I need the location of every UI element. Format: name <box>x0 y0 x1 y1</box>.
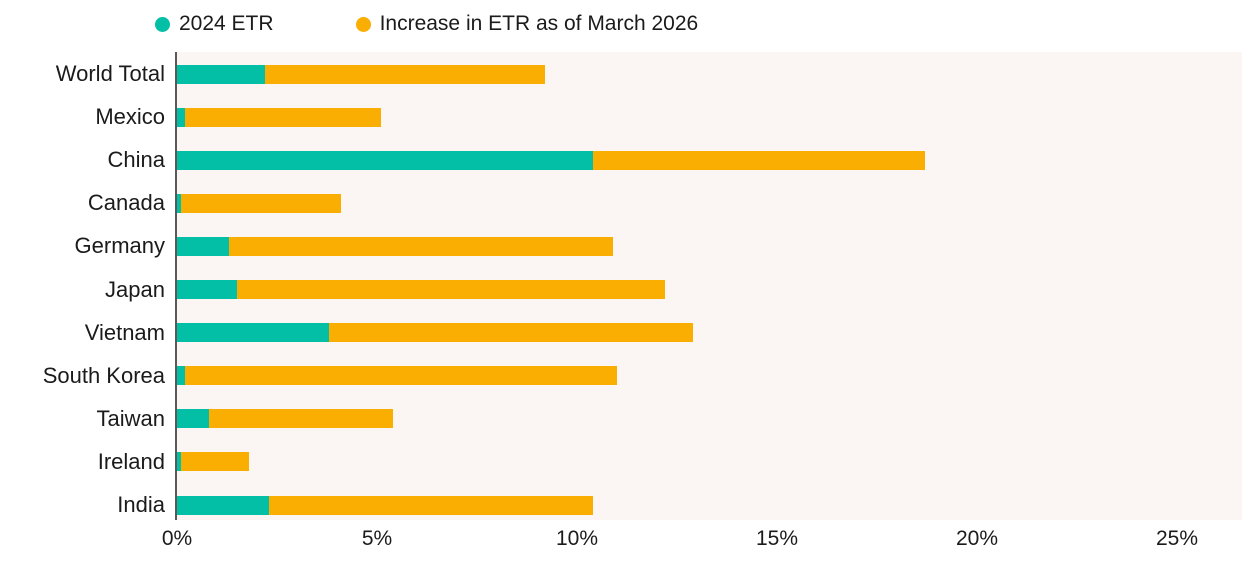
bar-segment <box>177 193 181 213</box>
bar-row <box>177 280 665 299</box>
x-axis: 0% 5% 10% 15% 20% 25% <box>162 524 1222 558</box>
bar-segment <box>181 452 249 472</box>
x-tick-label: 25% <box>1155 527 1199 550</box>
category-label: World Total <box>55 61 165 86</box>
x-tick-label: 10% <box>555 527 599 550</box>
bar-segment <box>177 107 185 127</box>
category-label: Mexico <box>95 104 165 130</box>
bar-row <box>177 107 381 127</box>
bar-segment <box>177 409 209 429</box>
bar-row <box>177 236 613 256</box>
bar-segment <box>265 64 545 84</box>
x-tick-label: 20% <box>955 527 999 550</box>
bar-row <box>177 495 593 515</box>
bar-row <box>177 452 249 472</box>
bar-row <box>177 323 693 343</box>
chart-legend: 2024 ETR Increase in ETR as of March 202… <box>155 9 698 39</box>
category-label: India <box>117 492 165 517</box>
x-tick-label: 15% <box>755 527 799 550</box>
bar-row <box>177 150 925 170</box>
category-label: Japan <box>105 276 165 302</box>
bar-segment <box>593 150 925 170</box>
bar-segment <box>237 280 665 299</box>
category-axis: World Total Mexico China Canada Germany Japan… <box>0 52 175 520</box>
bar-segment <box>229 236 613 256</box>
x-tick-label: 0% <box>161 527 193 550</box>
category-label: Vietnam <box>84 319 165 345</box>
legend-swatch-teal-icon <box>155 16 170 32</box>
bar-segment <box>209 409 393 429</box>
bar-segment <box>329 323 693 343</box>
bar-segment <box>181 193 341 213</box>
bar-segment <box>185 366 617 386</box>
bar-chart: World Total Mexico China Canada Germany Japan… <box>0 52 1242 520</box>
bar-segment <box>177 150 593 170</box>
bar-row <box>177 193 341 213</box>
bar-row <box>177 64 545 84</box>
category-label: Canada <box>87 190 165 216</box>
plot-area <box>175 52 1242 520</box>
category-label: Germany <box>74 233 165 259</box>
bar-segment <box>177 452 181 472</box>
bar-segment <box>177 366 185 386</box>
legend-item-increase-etr: Increase in ETR as of March 2026 <box>355 11 699 37</box>
category-label: China <box>107 147 165 173</box>
bar-segment <box>177 280 237 299</box>
bar-segment <box>177 236 229 256</box>
legend-label-increase-etr: Increase in ETR as of March 2026 <box>379 12 699 35</box>
category-label: South Korea <box>42 362 165 388</box>
bar-segment <box>177 64 265 84</box>
bar-segment <box>269 495 593 515</box>
category-label: Ireland <box>97 448 165 474</box>
bar-row <box>177 366 617 386</box>
bar-row <box>177 409 393 429</box>
legend-item-2024-etr: 2024 ETR <box>155 11 274 37</box>
category-label: Taiwan <box>96 405 165 431</box>
bar-segment <box>177 495 269 515</box>
bar-segment <box>185 107 381 127</box>
legend-label-2024-etr: 2024 ETR <box>179 12 274 35</box>
x-tick-label: 5% <box>361 527 393 550</box>
legend-swatch-orange-icon <box>355 16 371 32</box>
bar-segment <box>177 323 329 343</box>
